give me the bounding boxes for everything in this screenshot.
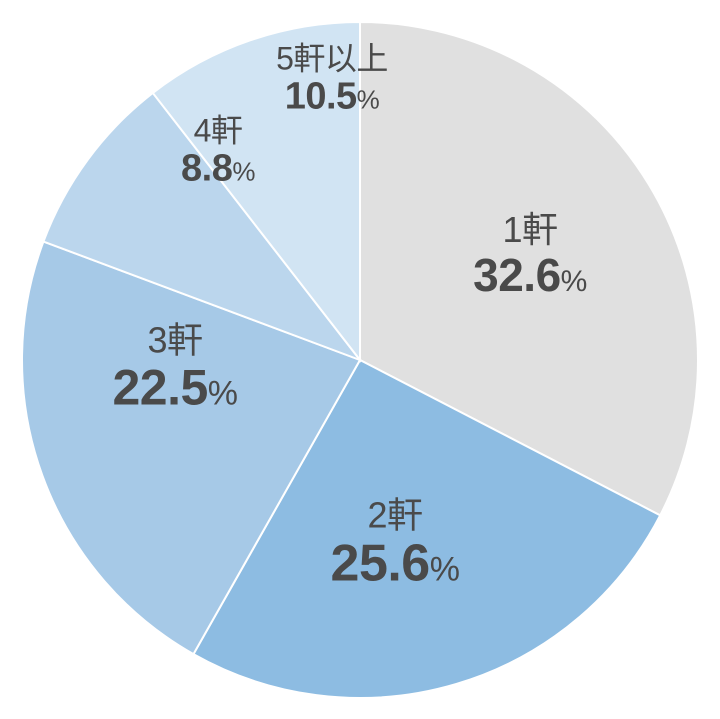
slice-value: 8.8% [181, 149, 255, 191]
slice-value-number: 25.6 [331, 534, 430, 592]
percent-sign: % [357, 85, 380, 115]
slice-value-number: 32.6 [473, 249, 561, 301]
slice-label: 1軒32.6% [473, 210, 587, 300]
slice-label: 2軒25.6% [331, 496, 460, 593]
slice-name: 1軒 [473, 210, 587, 250]
slice-name: 2軒 [331, 496, 460, 536]
slice-name: 5軒以上 [276, 42, 388, 77]
percent-sign: % [232, 157, 255, 187]
slice-name: 4軒 [181, 114, 255, 149]
percent-sign: % [430, 550, 460, 588]
percent-sign: % [208, 374, 238, 412]
slice-value: 32.6% [473, 250, 587, 301]
slice-value-number: 22.5 [112, 359, 207, 415]
slice-label: 5軒以上10.5% [276, 42, 388, 119]
slice-label: 3軒22.5% [112, 321, 237, 416]
slice-label: 4軒8.8% [181, 114, 255, 191]
slice-value-number: 8.8 [181, 148, 232, 190]
slice-value-number: 10.5 [285, 76, 357, 118]
slice-name: 3軒 [112, 321, 237, 361]
slice-value: 25.6% [331, 535, 460, 592]
pie-chart: 1軒32.6%2軒25.6%3軒22.5%4軒8.8%5軒以上10.5% [0, 0, 720, 719]
slice-value: 10.5% [276, 77, 388, 119]
percent-sign: % [561, 265, 587, 298]
slice-value: 22.5% [112, 360, 237, 415]
